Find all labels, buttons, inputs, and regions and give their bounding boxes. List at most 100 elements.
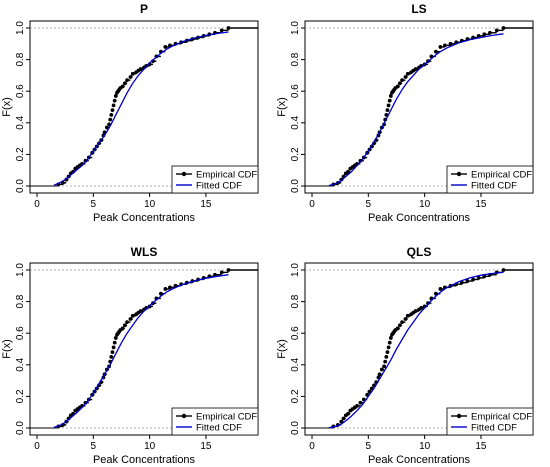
fitted-cdf-line [53,31,229,186]
ecdf-point [403,75,408,79]
ecdf-point [122,323,127,328]
y-tick-label: 0.4 [15,115,26,129]
legend-label: Empirical CDF [196,412,257,423]
ecdf-point [387,98,392,103]
x-tick-label: 10 [144,441,156,452]
x-tick-label: 15 [200,441,212,452]
ecdf-point [386,103,391,108]
y-tick-label: 0.0 [290,421,301,435]
plot-frame [29,20,259,194]
ecdf-point [433,49,438,54]
x-tick-label: 10 [144,199,156,210]
ecdf-point [113,94,118,98]
x-axis-label: Peak Concentrations [93,212,196,224]
legend-box [171,407,259,436]
ecdf-point [113,336,118,340]
ecdf-point [130,71,135,76]
x-axis-label: Peak Concentrations [93,454,196,466]
series-1 [328,33,504,187]
x-tick-label: 5 [366,441,372,452]
ecdf-point [346,411,350,416]
series-0 [305,268,533,429]
fitted-cdf-line [53,274,229,429]
fitted-cdf-line [328,271,504,429]
ecdf-point [476,276,481,280]
ecdf-point [395,326,400,331]
x-tick-label: 15 [200,199,212,210]
ecdf-point [488,30,492,35]
x-axis-label: Peak Concentrations [368,454,471,466]
y-tick-label: 0.0 [15,421,26,435]
y-axis-label: F(x) [1,339,13,359]
ecdf-point [388,94,393,98]
ecdf-point [355,403,359,408]
ecdf-point [130,313,135,318]
series-1 [53,31,229,186]
x-tick-label: 5 [366,199,372,210]
y-axis-label: F(x) [276,97,288,117]
ecdf-point [501,268,506,272]
y-axis-label: F(x) [1,97,13,117]
legend-label: Fitted CDF [196,423,242,434]
ecdf-point [385,350,390,355]
legend-label: Empirical CDF [196,170,257,181]
ecdf-point [377,372,382,377]
ecdf-point [438,287,443,291]
legend-box [446,165,534,194]
ecdf-point [395,84,400,89]
x-tick-label: 0 [34,199,40,210]
y-tick-label: 0.0 [290,179,301,193]
x-tick-label: 5 [91,441,97,452]
ecdf-point [448,41,453,46]
ecdf-point [419,306,424,310]
ecdf-point [104,125,109,130]
x-tick-label: 15 [475,199,487,210]
ecdf-point [471,277,475,282]
ecdf-point [438,45,443,49]
x-tick-label: 5 [91,199,97,210]
chart-title: LS [411,2,426,16]
ecdf-point [120,326,125,331]
ecdf-point [413,309,418,313]
x-tick-label: 0 [309,199,315,210]
y-tick-label: 1.0 [290,21,301,35]
ecdf-point [494,28,499,33]
ecdf-point [110,350,115,355]
ecdf-point [443,43,447,48]
y-tick-label: 0.8 [15,52,26,66]
ecdf-point [382,364,386,369]
y-tick-label: 1.0 [15,263,26,277]
legend-label: Empirical CDF [471,412,532,423]
y-tick-label: 1.0 [15,21,26,35]
y-tick-label: 0.4 [15,357,26,371]
ecdf-point [226,26,231,30]
ecdf-point [112,98,117,103]
ecdf-point [128,317,133,321]
fitted-cdf-line [328,33,504,187]
chart-title: WLS [131,245,158,259]
ecdf-point [465,279,470,283]
ecdf-point [144,306,149,310]
ecdf-point [384,355,389,359]
ecdf-point [400,78,405,83]
x-tick-label: 10 [419,441,431,452]
series-1 [328,271,504,429]
ecdf-point [476,34,481,38]
ecdf-point [397,323,402,328]
ecdf-point [219,28,224,33]
legend-swatch-point [456,413,462,419]
y-tick-label: 0.2 [15,389,26,403]
ecdf-point [358,400,363,405]
legend-label: Empirical CDF [471,170,532,181]
y-tick-label: 0.6 [290,326,301,340]
series-0 [30,26,258,187]
y-tick-label: 0.6 [15,84,26,98]
legend-label: Fitted CDF [471,423,517,434]
ecdf-point [501,26,506,30]
y-tick-label: 0.6 [290,84,301,98]
ecdf-point [108,117,113,122]
y-tick-label: 1.0 [290,263,301,277]
ecdf-point [383,359,388,364]
ecdf-point [110,108,115,113]
